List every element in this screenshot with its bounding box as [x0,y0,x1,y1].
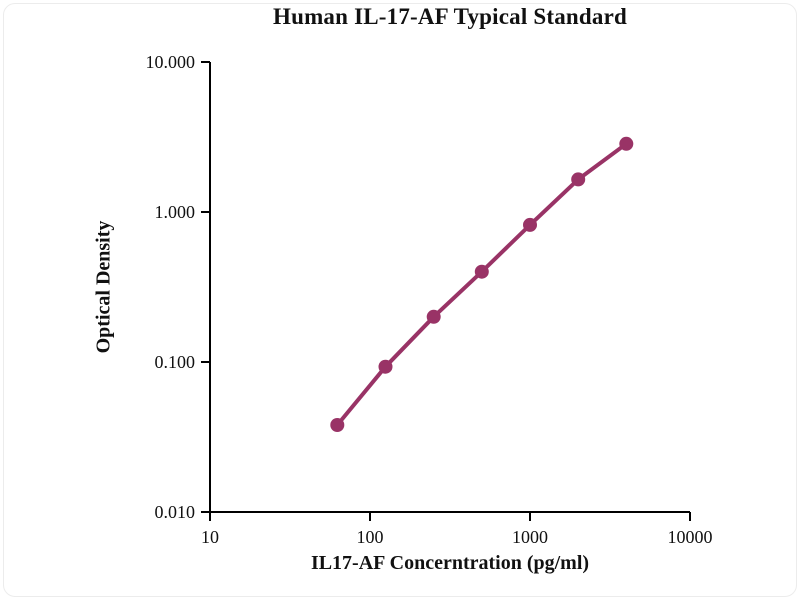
x-axis-label: IL17-AF Concerntration (pg/ml) [310,552,590,574]
data-point [474,264,489,279]
chart-title: Human IL-17-AF Typical Standard [272,4,628,29]
data-point [571,172,586,187]
data-point [426,309,441,324]
data-point [619,136,634,151]
data-point [523,217,537,232]
x-tick-label: 10000 [668,527,713,547]
y-tick-label: 10.000 [146,52,196,72]
standard-curve-line [335,141,629,427]
data-point [330,418,345,432]
x-tick-label: 10 [201,527,219,547]
y-tick-label: 0.010 [155,502,196,522]
y-tick-label: 0.100 [155,352,196,372]
y-tick-label: 1.000 [155,202,196,222]
axis-line [209,62,690,513]
x-tick-label: 100 [357,527,384,547]
x-tick-label: 1000 [512,527,548,547]
data-point [378,359,393,374]
